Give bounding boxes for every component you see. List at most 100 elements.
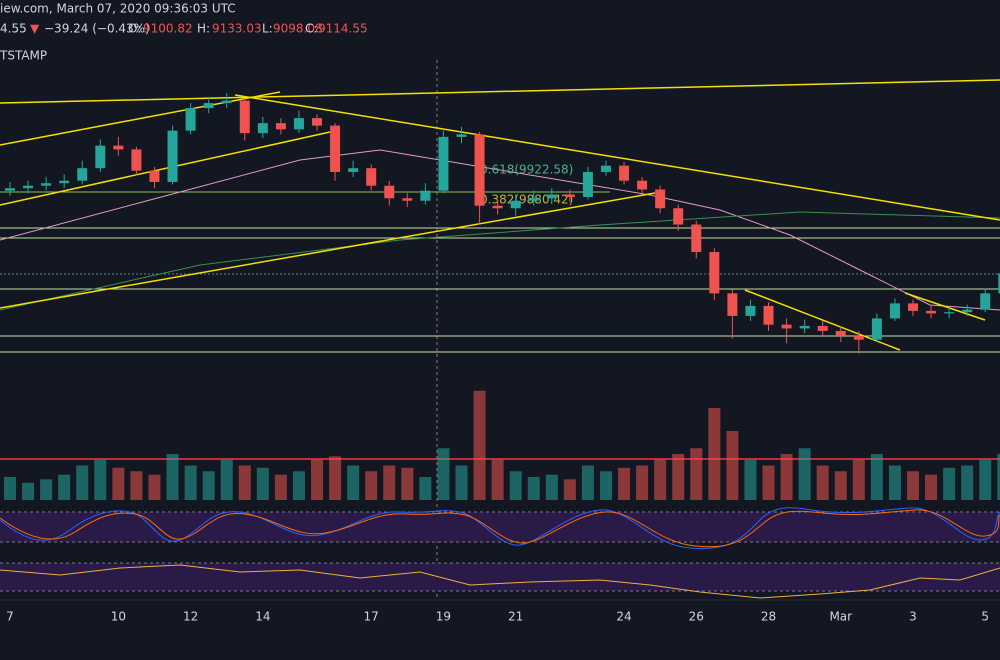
candle-body <box>637 180 648 190</box>
volume-bar <box>292 471 305 500</box>
o-label: O: <box>128 22 141 36</box>
candle-body <box>402 198 413 201</box>
trend-line <box>0 192 656 309</box>
volume-bar <box>58 474 71 500</box>
volume-bar <box>708 408 721 500</box>
volume-bar <box>274 474 287 500</box>
x-tick-label: 3 <box>909 610 917 624</box>
volume-bar <box>148 474 161 500</box>
c-label: C: <box>305 22 317 36</box>
volume-bar <box>22 482 35 500</box>
candle-body <box>131 149 142 171</box>
volume-bar <box>437 448 450 500</box>
volume-bar <box>816 465 829 500</box>
volume-bar <box>925 474 938 500</box>
candle-body <box>510 200 521 209</box>
h: 9133.03 <box>212 22 262 36</box>
arrow: ▼ <box>30 22 40 36</box>
rsi-band <box>0 563 1000 591</box>
volume-bar <box>256 467 269 500</box>
volume-bar <box>997 454 1000 500</box>
candle-body <box>781 324 792 329</box>
volume-bar <box>545 474 558 500</box>
candle-body <box>745 305 756 316</box>
candle-body <box>817 325 828 331</box>
candle-body <box>655 189 666 209</box>
rsi-pane <box>0 562 1000 599</box>
volume-bar <box>76 465 89 500</box>
volume-bar <box>888 465 901 500</box>
volume-bar <box>636 465 649 500</box>
x-tick-label: 10 <box>111 610 126 624</box>
candle-body <box>113 145 124 150</box>
candle-body <box>95 145 106 169</box>
x-tick-label: 24 <box>616 610 631 624</box>
c: 9114.55 <box>318 22 368 36</box>
volume-bar <box>726 431 739 500</box>
volume-bar <box>40 479 53 500</box>
volume-bar <box>220 459 233 500</box>
candle-body <box>221 100 232 104</box>
candle-body <box>456 134 467 137</box>
candle-body <box>312 118 323 126</box>
candle-body <box>582 171 593 197</box>
candle-body <box>727 293 738 316</box>
x-tick-label: 7 <box>6 610 14 624</box>
candle-body <box>528 198 539 201</box>
volume-bar <box>130 471 143 500</box>
candle-body <box>492 205 503 209</box>
volume-bar <box>943 467 956 500</box>
x-tick-label: 19 <box>436 610 451 624</box>
candle-body <box>366 168 377 186</box>
candle-body <box>691 224 702 253</box>
candle-body <box>77 168 88 181</box>
candle-body <box>5 188 15 191</box>
x-tick-label: 26 <box>689 610 704 624</box>
x-tick-label: 5 <box>981 610 989 624</box>
candle-body <box>619 165 630 181</box>
candle-body <box>871 318 882 340</box>
volume-bar <box>907 471 919 500</box>
candle-body <box>275 123 286 130</box>
volume-bar <box>527 477 540 500</box>
candle-body <box>257 123 268 134</box>
l: 9098.08 <box>273 22 323 36</box>
volume-bar <box>184 465 197 500</box>
volume-bar <box>329 456 342 500</box>
candle-body <box>709 252 720 294</box>
x-tick-label: 17 <box>364 610 379 624</box>
volume-bar <box>654 459 667 500</box>
last: 4.55 <box>0 22 27 36</box>
volume-bar <box>311 459 324 500</box>
candle-body <box>980 293 991 310</box>
candle-body <box>203 103 214 109</box>
volume-bar <box>383 465 396 500</box>
candle-body <box>41 183 52 186</box>
x-tick-label: 12 <box>183 610 198 624</box>
volume-bar <box>94 459 107 500</box>
candle-body <box>600 165 611 172</box>
candle-body <box>546 194 557 199</box>
volume-bar <box>834 471 847 500</box>
volume-bar <box>4 477 16 500</box>
volume-bar <box>455 465 468 500</box>
exchange: TSTAMP <box>0 49 47 63</box>
stoch-pane <box>0 507 1000 549</box>
stoch-band <box>0 512 1000 542</box>
candle-body <box>185 108 196 131</box>
candle-body <box>293 118 304 130</box>
volume-bar <box>347 465 360 500</box>
volume-bar <box>166 454 179 500</box>
h-label: H: <box>197 22 210 36</box>
candle-body <box>908 303 918 311</box>
volume-bar <box>473 390 486 500</box>
candle-body <box>564 194 575 197</box>
volume-bar <box>238 465 251 500</box>
candle-body <box>763 305 774 325</box>
l-label: L: <box>262 22 273 36</box>
header: iew.com, March 07, 2020 09:36:03 UTC 4.5… <box>0 2 368 63</box>
trend-line <box>0 79 1000 104</box>
candle-body <box>889 303 900 319</box>
candle-body <box>239 100 250 134</box>
